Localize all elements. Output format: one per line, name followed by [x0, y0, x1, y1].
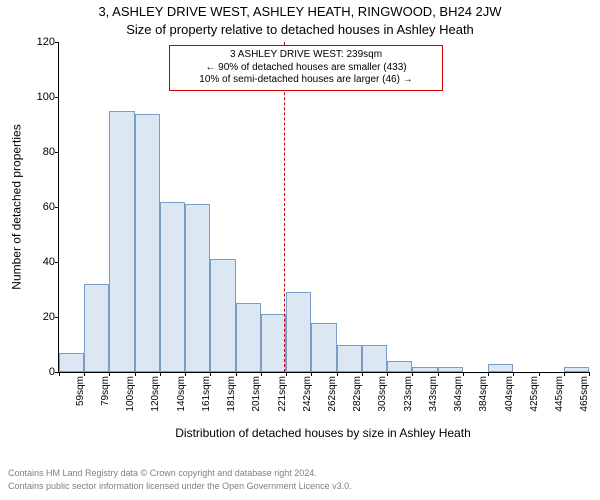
- x-tick-mark: [589, 372, 590, 376]
- x-tick-label: 323sqm: [403, 376, 414, 412]
- y-tick-mark: [55, 97, 59, 98]
- histogram-bar: [412, 367, 437, 373]
- y-tick-label: 100: [37, 91, 55, 103]
- histogram-bar: [564, 367, 589, 373]
- bars-container: [59, 42, 589, 372]
- x-tick-mark: [438, 372, 439, 376]
- x-tick-label: 445sqm: [554, 376, 565, 412]
- annotation-line: ← 90% of detached houses are smaller (43…: [176, 62, 436, 75]
- x-tick-mark: [135, 372, 136, 376]
- x-tick-label: 404sqm: [504, 376, 515, 412]
- reference-vline: [284, 42, 285, 372]
- histogram-chart: 3, ASHLEY DRIVE WEST, ASHLEY HEATH, RING…: [0, 0, 600, 500]
- y-tick-mark: [55, 42, 59, 43]
- y-tick-label: 20: [43, 311, 55, 323]
- x-tick-mark: [311, 372, 312, 376]
- x-tick-mark: [160, 372, 161, 376]
- histogram-bar: [59, 353, 84, 372]
- histogram-bar: [261, 314, 286, 372]
- histogram-bar: [109, 111, 134, 372]
- y-tick-label: 120: [37, 36, 55, 48]
- x-tick-mark: [337, 372, 338, 376]
- x-tick-mark: [564, 372, 565, 376]
- histogram-bar: [438, 367, 463, 373]
- plot-area: 02040608010012059sqm79sqm100sqm120sqm140…: [58, 42, 589, 373]
- y-axis-label: Number of detached properties: [10, 42, 24, 372]
- x-axis-label: Distribution of detached houses by size …: [58, 426, 588, 440]
- histogram-bar: [84, 284, 109, 372]
- histogram-bar: [311, 323, 336, 373]
- x-tick-label: 364sqm: [453, 376, 464, 412]
- x-tick-mark: [387, 372, 388, 376]
- chart-title-line1: 3, ASHLEY DRIVE WEST, ASHLEY HEATH, RING…: [0, 4, 600, 19]
- x-tick-mark: [84, 372, 85, 376]
- histogram-bar: [185, 204, 210, 372]
- x-tick-label: 384sqm: [478, 376, 489, 412]
- x-tick-mark: [109, 372, 110, 376]
- histogram-bar: [236, 303, 261, 372]
- histogram-bar: [286, 292, 311, 372]
- histogram-bar: [135, 114, 160, 373]
- annotation-line: 10% of semi-detached houses are larger (…: [176, 74, 436, 87]
- y-tick-mark: [55, 317, 59, 318]
- credits-line1: Contains HM Land Registry data © Crown c…: [8, 468, 592, 480]
- y-tick-label: 40: [43, 256, 55, 268]
- x-tick-mark: [513, 372, 514, 376]
- x-tick-label: 140sqm: [176, 376, 187, 412]
- x-tick-label: 100sqm: [125, 376, 136, 412]
- x-tick-mark: [59, 372, 60, 376]
- histogram-bar: [337, 345, 362, 373]
- x-tick-mark: [362, 372, 363, 376]
- y-tick-label: 60: [43, 201, 55, 213]
- x-tick-mark: [488, 372, 489, 376]
- histogram-bar: [362, 345, 387, 373]
- histogram-bar: [387, 361, 412, 372]
- y-tick-mark: [55, 262, 59, 263]
- x-tick-label: 425sqm: [529, 376, 540, 412]
- x-tick-mark: [261, 372, 262, 376]
- y-tick-mark: [55, 207, 59, 208]
- histogram-bar: [210, 259, 235, 372]
- x-tick-label: 465sqm: [579, 376, 590, 412]
- annotation-line: 3 ASHLEY DRIVE WEST: 239sqm: [176, 49, 436, 62]
- x-tick-label: 282sqm: [352, 376, 363, 412]
- x-tick-mark: [236, 372, 237, 376]
- histogram-bar: [160, 202, 185, 373]
- credits-line2: Contains public sector information licen…: [8, 481, 592, 493]
- x-tick-mark: [463, 372, 464, 376]
- x-tick-mark: [286, 372, 287, 376]
- x-tick-label: 59sqm: [75, 376, 86, 406]
- y-tick-label: 80: [43, 146, 55, 158]
- x-tick-label: 161sqm: [201, 376, 212, 412]
- annotation-box: 3 ASHLEY DRIVE WEST: 239sqm← 90% of deta…: [169, 45, 443, 91]
- x-tick-label: 181sqm: [226, 376, 237, 412]
- x-tick-mark: [210, 372, 211, 376]
- x-tick-label: 221sqm: [277, 376, 288, 412]
- x-tick-mark: [412, 372, 413, 376]
- x-tick-label: 303sqm: [377, 376, 388, 412]
- y-tick-mark: [55, 152, 59, 153]
- x-tick-label: 343sqm: [428, 376, 439, 412]
- x-tick-label: 120sqm: [150, 376, 161, 412]
- x-tick-label: 79sqm: [100, 376, 111, 406]
- histogram-bar: [488, 364, 513, 372]
- x-tick-mark: [185, 372, 186, 376]
- x-tick-label: 262sqm: [327, 376, 338, 412]
- x-tick-label: 242sqm: [302, 376, 313, 412]
- chart-title-line2: Size of property relative to detached ho…: [0, 22, 600, 37]
- x-tick-label: 201sqm: [251, 376, 262, 412]
- x-tick-mark: [539, 372, 540, 376]
